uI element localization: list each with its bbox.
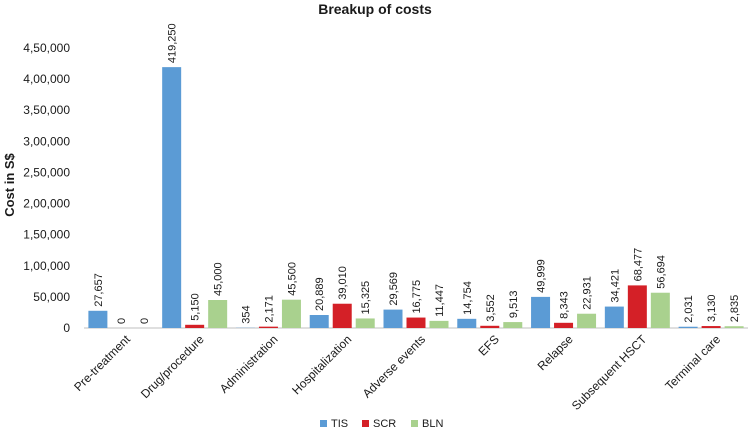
data-label: 16,775	[411, 280, 423, 314]
bar-tis	[531, 296, 551, 328]
data-label: 14,754	[462, 281, 474, 315]
x-tick-label: EFS	[475, 332, 501, 358]
data-label: 29,569	[388, 272, 400, 306]
data-label: 39,010	[337, 266, 349, 300]
y-tick-label: 2,50,000	[23, 165, 70, 179]
legend-label: SCR	[373, 418, 396, 429]
legend-swatch-bln	[411, 420, 418, 427]
data-label: 3,130	[706, 295, 718, 323]
bar-tis	[88, 310, 108, 328]
data-label: 0	[116, 318, 128, 324]
bar-tis	[383, 309, 403, 328]
x-tick-label: Terminal care	[662, 332, 723, 393]
data-label: 2,031	[683, 295, 695, 323]
data-label: 49,999	[536, 259, 548, 293]
x-tick-label: Hospitalization	[289, 332, 354, 397]
y-tick-label: 4,50,000	[23, 41, 70, 55]
bars	[88, 67, 744, 328]
y-tick-label: 3,00,000	[23, 134, 70, 148]
legend-label: BLN	[422, 418, 443, 429]
x-tick-label: Pre-treatment	[71, 332, 133, 394]
data-label: 5,150	[190, 293, 202, 321]
bar-bln	[355, 318, 375, 328]
data-label: 2,835	[729, 295, 741, 323]
y-tick-label: 50,000	[33, 290, 70, 304]
y-tick-label: 2,00,000	[23, 197, 70, 211]
bar-scr	[554, 322, 574, 328]
bar-bln	[208, 300, 228, 328]
bar-tis	[678, 326, 698, 328]
x-tick-label: Administration	[217, 332, 281, 396]
data-label: 20,889	[314, 277, 326, 311]
bar-scr	[627, 285, 647, 328]
bar-bln	[724, 326, 744, 328]
y-axis-label: Cost in S$	[2, 152, 17, 216]
data-label: 45,500	[286, 262, 298, 296]
bar-scr	[406, 317, 426, 328]
bar-tis	[604, 306, 624, 328]
data-label: 15,325	[360, 281, 372, 315]
x-tick-label: Relapse	[535, 332, 576, 373]
data-label: 0	[139, 318, 151, 324]
bar-tis	[457, 318, 477, 328]
data-label: 34,421	[609, 269, 621, 303]
data-label: 27,657	[93, 273, 105, 307]
legend-swatch-scr	[362, 420, 369, 427]
bar-scr	[185, 324, 205, 328]
x-tick-label: Subsequent HSCT	[569, 332, 650, 413]
data-label: 3,552	[485, 294, 497, 322]
y-tick-label: 3,50,000	[23, 103, 70, 117]
y-ticks: 0 50,000 1,00,000 1,50,000 2,00,000 2,50,000 3…	[23, 41, 70, 335]
bar-scr	[332, 303, 352, 328]
y-tick-label: 4,00,000	[23, 72, 70, 86]
data-labels: 27,657 0 0 419,250 5,150 45,000 354 2,171 45,500…	[93, 23, 741, 324]
data-label: 2,171	[263, 295, 275, 323]
legend: TIS SCR BLN	[320, 418, 443, 429]
bar-tis	[162, 67, 182, 328]
data-label: 9,513	[508, 291, 520, 319]
bar-tis	[309, 315, 329, 328]
bar-scr	[258, 326, 278, 328]
bar-bln	[281, 299, 301, 328]
x-tick-label: Drug/procedure	[138, 332, 207, 401]
data-label: 68,477	[632, 248, 644, 282]
data-label: 419,250	[167, 23, 179, 63]
y-tick-label: 1,50,000	[23, 228, 70, 242]
bar-bln	[577, 313, 597, 328]
x-ticks: Pre-treatment Drug/procedure Administratio…	[71, 332, 723, 413]
legend-swatch-tis	[320, 420, 327, 427]
x-tick-label: Adverse events	[360, 332, 428, 400]
data-label: 11,447	[434, 284, 446, 317]
data-label: 56,694	[655, 255, 667, 289]
bar-bln	[650, 292, 670, 328]
data-label: 45,000	[213, 262, 225, 296]
chart-title: Breakup of costs	[318, 1, 432, 17]
data-label: 22,931	[582, 276, 594, 310]
bar-scr	[480, 325, 500, 328]
bar-scr	[701, 326, 721, 328]
bar-bln	[503, 322, 523, 328]
y-tick-label: 1,00,000	[23, 259, 70, 273]
legend-label: TIS	[331, 418, 348, 429]
data-label: 8,343	[559, 291, 571, 319]
bar-bln	[429, 320, 449, 328]
data-label: 354	[240, 305, 252, 323]
y-tick-label: 0	[63, 321, 70, 335]
